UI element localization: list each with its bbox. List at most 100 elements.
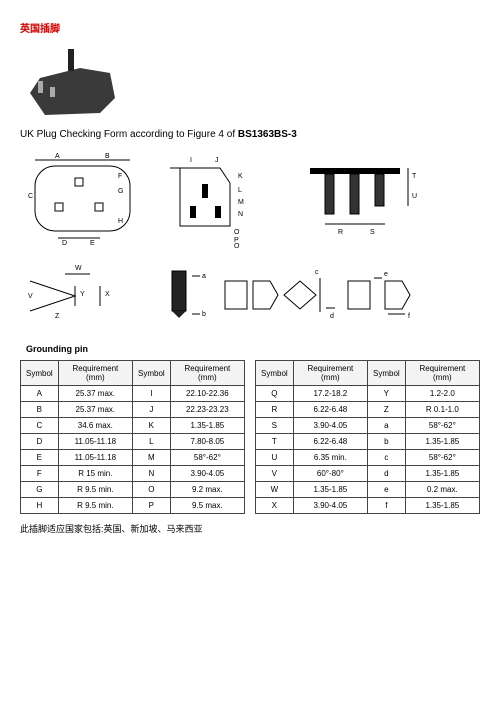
- table-right: Symbol Requirement (mm) Symbol Requireme…: [255, 360, 480, 514]
- table-cell: S: [256, 418, 294, 434]
- svg-text:f: f: [408, 313, 410, 320]
- table-cell: 25.37 max.: [58, 386, 132, 402]
- table-cell: 6.35 min.: [293, 450, 367, 466]
- table-cell: D: [21, 434, 59, 450]
- table-cell: Y: [368, 386, 406, 402]
- table-cell: 1.35-1.85: [293, 482, 367, 498]
- table-cell: 22.10-22.36: [170, 386, 244, 402]
- svg-text:T: T: [412, 173, 417, 180]
- svg-text:M: M: [238, 199, 244, 206]
- svg-text:J: J: [215, 157, 219, 164]
- table-cell: T: [256, 434, 294, 450]
- table-cell: c: [368, 450, 406, 466]
- diagram-face: AB C FGH DE: [20, 148, 150, 248]
- table-cell: L: [133, 434, 171, 450]
- diagram-prongs: TU RS: [290, 148, 420, 248]
- table-cell: f: [368, 498, 406, 514]
- tables-container: Symbol Requirement (mm) Symbol Requireme…: [20, 360, 480, 514]
- svg-text:V: V: [28, 293, 33, 300]
- table-cell: 11.05-11.18: [58, 434, 132, 450]
- table-cell: H: [21, 498, 59, 514]
- table-cell: 0.2 max.: [405, 482, 479, 498]
- table-cell: J: [133, 402, 171, 418]
- th-symbol: Symbol: [21, 361, 59, 386]
- table-cell: M: [133, 450, 171, 466]
- table-cell: 1.2-2.0: [405, 386, 479, 402]
- table-cell: C: [21, 418, 59, 434]
- table-cell: Z: [368, 402, 406, 418]
- svg-text:e: e: [384, 271, 388, 278]
- table-cell: 9.5 max.: [170, 498, 244, 514]
- th-req: Requirement (mm): [170, 361, 244, 386]
- table-cell: e: [368, 482, 406, 498]
- svg-text:G: G: [118, 188, 123, 195]
- th-symbol: Symbol: [133, 361, 171, 386]
- svg-text:F: F: [118, 173, 122, 180]
- table-cell: 58°-62°: [405, 418, 479, 434]
- table-cell: Q: [256, 386, 294, 402]
- table-cell: 3.90-4.05: [170, 466, 244, 482]
- table-cell: A: [21, 386, 59, 402]
- table-cell: 6.22-6.48: [293, 402, 367, 418]
- table-cell: 34.6 max.: [58, 418, 132, 434]
- table-cell: R 9.5 min.: [58, 498, 132, 514]
- table-cell: 17.2-18.2: [293, 386, 367, 402]
- svg-text:c: c: [315, 269, 319, 276]
- svg-text:D: D: [62, 240, 67, 247]
- table-cell: 1.35-1.85: [405, 498, 479, 514]
- plug-photo: [20, 43, 480, 125]
- table-cell: U: [256, 450, 294, 466]
- th-req: Requirement (mm): [293, 361, 367, 386]
- svg-text:Z: Z: [55, 313, 60, 320]
- table-cell: V: [256, 466, 294, 482]
- th-symbol: Symbol: [368, 361, 406, 386]
- svg-text:b: b: [202, 311, 206, 318]
- table-cell: P: [133, 498, 171, 514]
- diagram-cross-sections: c d e f: [220, 256, 420, 336]
- table-cell: 9.2 max.: [170, 482, 244, 498]
- grounding-pin-label: Grounding pin: [26, 344, 480, 354]
- svg-text:d: d: [330, 313, 334, 320]
- table-cell: R 9.5 min.: [58, 482, 132, 498]
- svg-text:C: C: [28, 193, 33, 200]
- form-line: UK Plug Checking Form according to Figur…: [20, 129, 480, 140]
- svg-text:A: A: [55, 153, 60, 160]
- table-cell: B: [21, 402, 59, 418]
- diagram-ground-angle: W V Y X Z: [20, 256, 140, 336]
- svg-text:a: a: [202, 273, 206, 280]
- table-cell: N: [133, 466, 171, 482]
- svg-text:I: I: [190, 157, 192, 164]
- chinese-title: 英国插脚: [20, 20, 480, 35]
- diagram-pin-tip: a b: [150, 256, 210, 336]
- table-cell: E: [21, 450, 59, 466]
- table-cell: 11.05-11.18: [58, 450, 132, 466]
- svg-text:L: L: [238, 187, 242, 194]
- table-cell: a: [368, 418, 406, 434]
- table-cell: 7.80-8.05: [170, 434, 244, 450]
- table-cell: K: [133, 418, 171, 434]
- table-cell: 3.90-4.05: [293, 498, 367, 514]
- table-cell: 1.35-1.85: [405, 466, 479, 482]
- svg-text:B: B: [105, 153, 110, 160]
- table-cell: X: [256, 498, 294, 514]
- svg-text:U: U: [412, 193, 417, 200]
- th-req: Requirement (mm): [405, 361, 479, 386]
- table-cell: d: [368, 466, 406, 482]
- svg-text:Q: Q: [234, 243, 240, 248]
- diagram-row-1: AB C FGH DE IJ KLMN OPQ TU RS: [20, 148, 480, 248]
- diagram-side: IJ KLMN OPQ: [160, 148, 280, 248]
- table-cell: 1.35-1.85: [405, 434, 479, 450]
- table-cell: 1.35-1.85: [170, 418, 244, 434]
- form-line-pre: UK Plug Checking Form according to Figur…: [20, 129, 238, 140]
- svg-text:W: W: [75, 265, 82, 272]
- svg-text:N: N: [238, 211, 243, 218]
- table-cell: b: [368, 434, 406, 450]
- table-cell: I: [133, 386, 171, 402]
- table-cell: G: [21, 482, 59, 498]
- table-cell: 22.23-23.23: [170, 402, 244, 418]
- table-cell: O: [133, 482, 171, 498]
- table-cell: F: [21, 466, 59, 482]
- table-cell: 6.22-6.48: [293, 434, 367, 450]
- footer-chinese: 此插脚适应国家包括:英国、新加坡、马来西亚: [20, 522, 480, 535]
- svg-text:R: R: [338, 229, 343, 236]
